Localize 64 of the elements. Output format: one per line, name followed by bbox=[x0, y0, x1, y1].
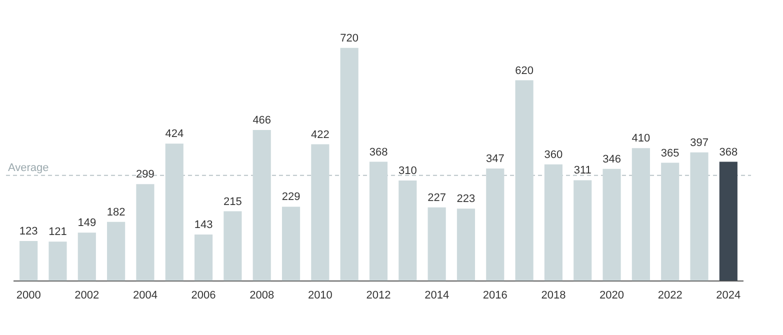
bar bbox=[456, 208, 476, 281]
bar bbox=[252, 130, 271, 281]
bar bbox=[311, 144, 330, 281]
data-label: 121 bbox=[48, 226, 67, 238]
x-tick-label: 2014 bbox=[424, 289, 450, 302]
bar bbox=[719, 162, 738, 281]
bar bbox=[428, 207, 446, 281]
data-label: 720 bbox=[340, 32, 359, 44]
x-tick-label: 2016 bbox=[482, 289, 508, 302]
data-label: 368 bbox=[369, 146, 388, 158]
bar bbox=[48, 242, 67, 281]
data-label: 182 bbox=[106, 206, 126, 218]
data-label: 223 bbox=[456, 193, 476, 206]
bar bbox=[78, 232, 96, 281]
x-tick-label: 2024 bbox=[716, 289, 741, 302]
data-label: 360 bbox=[544, 148, 563, 161]
bar bbox=[602, 168, 621, 281]
data-label: 368 bbox=[719, 146, 738, 158]
x-tick-label: 2018 bbox=[541, 289, 566, 302]
data-label: 123 bbox=[19, 226, 38, 238]
bar bbox=[20, 241, 38, 281]
data-label: 347 bbox=[486, 153, 504, 166]
data-label: 143 bbox=[194, 219, 213, 232]
data-label: 227 bbox=[428, 192, 446, 204]
bar bbox=[574, 180, 592, 281]
bar bbox=[224, 211, 242, 281]
data-label: 149 bbox=[78, 217, 96, 230]
data-label: 422 bbox=[311, 128, 330, 141]
bar bbox=[369, 162, 388, 281]
data-label: 215 bbox=[224, 196, 242, 208]
data-label: 410 bbox=[632, 132, 650, 145]
data-label: 620 bbox=[515, 64, 534, 77]
x-tick-label: 2002 bbox=[74, 289, 100, 302]
data-label: 310 bbox=[398, 165, 417, 178]
data-label: 229 bbox=[282, 191, 300, 204]
data-label: 346 bbox=[602, 153, 621, 166]
x-tick-label: 2006 bbox=[191, 289, 216, 302]
bar bbox=[515, 80, 534, 281]
bar bbox=[165, 144, 184, 281]
data-label: 466 bbox=[252, 114, 272, 127]
bar bbox=[340, 48, 358, 281]
x-tick-label: 2022 bbox=[658, 289, 682, 302]
bar bbox=[107, 222, 126, 281]
x-tick-label: 2004 bbox=[132, 289, 158, 302]
x-tick-label: 2012 bbox=[366, 289, 391, 302]
data-label: 424 bbox=[165, 128, 184, 140]
bar bbox=[486, 168, 504, 281]
bar bbox=[690, 152, 708, 281]
bar bbox=[194, 234, 213, 281]
bar bbox=[661, 162, 680, 281]
bar bbox=[282, 206, 300, 281]
data-label: 365 bbox=[660, 147, 680, 160]
x-tick-label: 2010 bbox=[308, 289, 332, 302]
bar bbox=[398, 180, 417, 281]
x-tick-label: 2008 bbox=[250, 289, 274, 302]
x-tick-label: 2000 bbox=[16, 289, 41, 302]
bar bbox=[632, 148, 650, 281]
data-label: 299 bbox=[136, 168, 154, 181]
data-label: 311 bbox=[574, 164, 592, 177]
data-label: 397 bbox=[690, 136, 708, 149]
ref-line-label: Average bbox=[8, 162, 49, 174]
x-tick-label: 2020 bbox=[600, 289, 624, 302]
bar bbox=[544, 164, 562, 281]
bar bbox=[136, 184, 154, 281]
